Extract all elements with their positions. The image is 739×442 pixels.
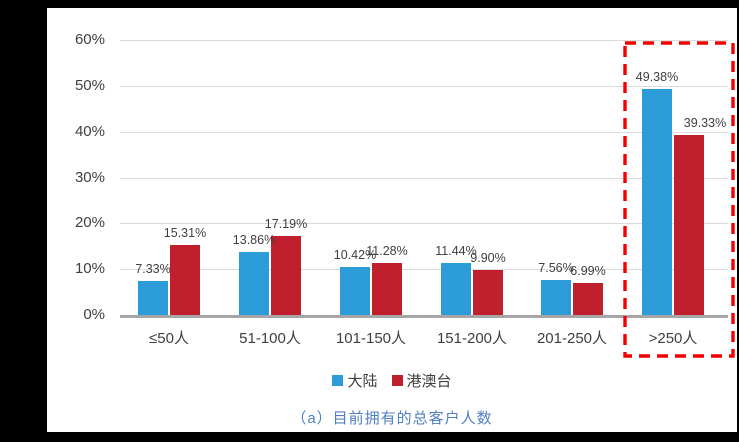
data-label-港澳台->250人: 39.33% bbox=[683, 116, 727, 130]
bar-港澳台-151-200人 bbox=[473, 270, 503, 315]
legend-label-mainland: 大陆 bbox=[347, 373, 378, 390]
legend-item-hk-mo-tw: 港澳台 bbox=[391, 370, 452, 391]
gridline-60 bbox=[120, 40, 728, 41]
data-label-大陆-201-250人: 7.56% bbox=[538, 261, 574, 275]
legend-swatch-hk-mo-tw bbox=[391, 375, 403, 386]
data-label-港澳台-151-200人: 9.90% bbox=[470, 251, 506, 265]
gridline-50 bbox=[120, 86, 728, 87]
data-label-大陆-151-200人: 11.44% bbox=[435, 244, 477, 258]
gridline-30 bbox=[120, 178, 728, 179]
x-label->250人: >250人 bbox=[648, 330, 698, 347]
data-label-港澳台-201-250人: 6.99% bbox=[570, 264, 606, 278]
data-label-大陆-≤50人: 7.33% bbox=[135, 262, 171, 276]
bar-港澳台-101-150人 bbox=[372, 263, 402, 315]
gridline-40 bbox=[120, 132, 728, 133]
y-tick-30: 30% bbox=[74, 169, 105, 186]
bar-大陆-201-250人 bbox=[541, 280, 571, 315]
bar-大陆-≤50人 bbox=[138, 281, 168, 315]
data-label-港澳台-101-150人: 11.28% bbox=[366, 244, 408, 258]
gridline-20 bbox=[120, 223, 728, 224]
chart-caption: （a）目前拥有的总客户人数 bbox=[291, 410, 493, 427]
x-label-201-250人: 201-250人 bbox=[536, 330, 608, 347]
x-label-151-200人: 151-200人 bbox=[436, 330, 508, 347]
chart-area: 60% 50% 40% 30% 20% 10% 0% 7.33% 13.86% 10.42% 11… bbox=[47, 8, 737, 432]
bar-大陆-51-100人 bbox=[239, 252, 269, 315]
y-tick-0: 0% bbox=[83, 306, 105, 323]
data-label-港澳台-51-100人: 17.19% bbox=[264, 217, 308, 231]
x-label-51-100人: 51-100人 bbox=[239, 330, 301, 347]
bar-港澳台-≤50人 bbox=[170, 245, 200, 315]
data-label-大陆->250人: 49.38% bbox=[635, 70, 679, 84]
legend-label-hk-mo-tw: 港澳台 bbox=[406, 373, 452, 390]
bar-港澳台-51-100人 bbox=[271, 236, 301, 315]
data-label-大陆-101-150人: 10.42% bbox=[333, 248, 377, 262]
legend-swatch-mainland bbox=[332, 375, 344, 386]
bar-大陆->250人 bbox=[642, 89, 672, 315]
y-tick-20: 20% bbox=[74, 214, 105, 231]
y-tick-40: 40% bbox=[74, 123, 105, 140]
bar-港澳台->250人 bbox=[674, 135, 704, 315]
gridline-10 bbox=[120, 269, 728, 270]
data-label-大陆-51-100人: 13.86% bbox=[232, 233, 276, 247]
x-label-101-150人: 101-150人 bbox=[335, 330, 407, 347]
bar-大陆-101-150人 bbox=[340, 267, 370, 315]
bar-大陆-151-200人 bbox=[441, 263, 471, 315]
data-label-港澳台-≤50人: 15.31% bbox=[163, 226, 207, 240]
y-tick-60: 60% bbox=[74, 31, 105, 48]
y-tick-10: 10% bbox=[74, 260, 105, 277]
y-tick-50: 50% bbox=[74, 77, 105, 94]
x-label-≤50人: ≤50人 bbox=[149, 330, 189, 347]
bar-港澳台-201-250人 bbox=[573, 283, 603, 315]
x-axis-line bbox=[120, 315, 728, 318]
legend: 大陆 港澳台 bbox=[47, 370, 737, 391]
legend-item-mainland: 大陆 bbox=[332, 370, 378, 391]
